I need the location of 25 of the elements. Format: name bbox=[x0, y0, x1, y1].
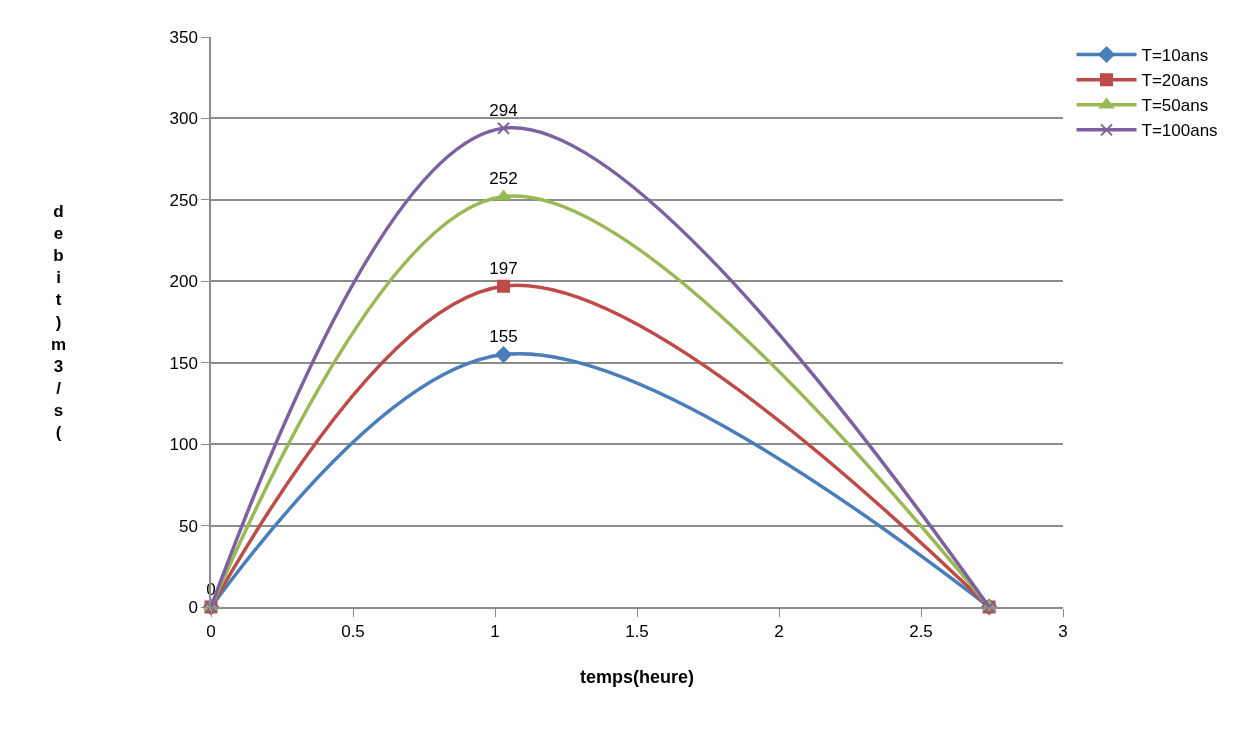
x-axis-title: temps(heure) bbox=[579, 666, 695, 687]
legend-label: T=50ans bbox=[1141, 96, 1209, 116]
y-tick-label: 300 bbox=[169, 109, 198, 129]
legend-label: T=20ans bbox=[1141, 71, 1209, 91]
y-tick-label: 50 bbox=[178, 516, 198, 536]
x-tick-label: 1 bbox=[490, 622, 500, 642]
y-tick-label: 350 bbox=[169, 27, 198, 47]
data-label: 197 bbox=[489, 259, 518, 279]
data-label: 155 bbox=[489, 327, 518, 347]
x-tick-label: 0 bbox=[206, 622, 216, 642]
text: debit)m3/s( bbox=[51, 202, 67, 442]
y-tick-label: 100 bbox=[169, 435, 198, 455]
legend-label: T=100ans bbox=[1141, 121, 1218, 141]
x-tick-label: 3 bbox=[1058, 622, 1068, 642]
y-tick-label: 0 bbox=[188, 597, 198, 617]
x-tick-label: 2 bbox=[774, 622, 784, 642]
x-tick-label: 2.5 bbox=[909, 622, 933, 642]
data-label: 252 bbox=[489, 169, 518, 189]
x-tick-label: 0.5 bbox=[341, 622, 365, 642]
y-tick-label: 150 bbox=[169, 353, 198, 373]
y-tick-label: 250 bbox=[169, 190, 198, 210]
x-tick-label: 1.5 bbox=[625, 622, 649, 642]
data-label: 294 bbox=[489, 101, 518, 121]
legend-label: T=10ans bbox=[1141, 46, 1209, 66]
y-tick-label: 200 bbox=[169, 272, 198, 292]
